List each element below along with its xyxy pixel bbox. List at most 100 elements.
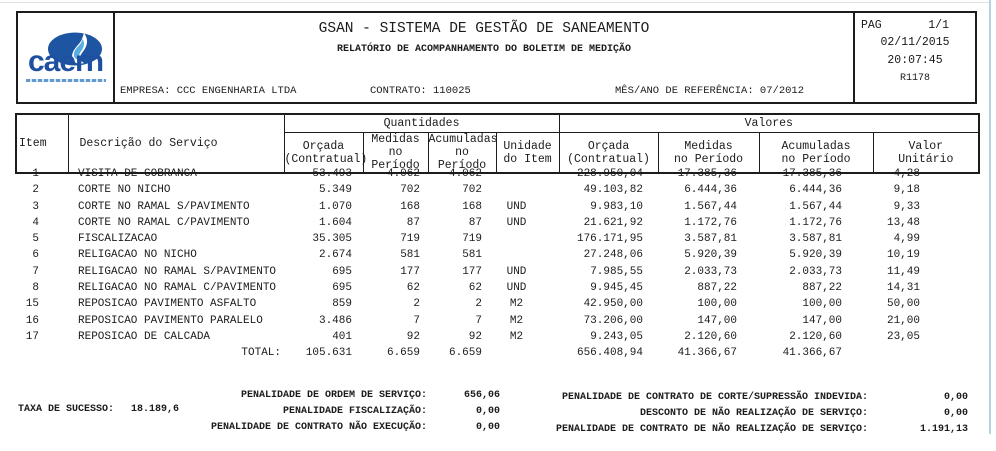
report-code: R1178 bbox=[899, 73, 930, 84]
pag-label: PAG bbox=[861, 19, 882, 32]
top-edge-line bbox=[0, 2, 990, 3]
cell: 17.385,36 bbox=[677, 168, 737, 180]
total-label: TOTAL: bbox=[241, 347, 281, 360]
cell: 695 bbox=[332, 282, 352, 295]
table-row: 8 RELIGACAO NO RAMAL C/PAVIMENTO 695 62 62 UN… bbox=[15, 280, 978, 296]
measurement-rows: 1 VISITA DE COBRANCA 53.493 4.062 4.062 228.9… bbox=[15, 166, 978, 345]
cell: 50,00 bbox=[886, 298, 920, 311]
cell: 42.950,00 bbox=[583, 298, 643, 311]
cell: 2 bbox=[413, 298, 420, 311]
penalty-label: PENALIDADE DE CONTRATO DE CORTE/SUPRESSÃ… bbox=[561, 392, 868, 403]
penalty-row: PENALIDADE DE ORDEM DE SERVIÇO: 656,06 bbox=[145, 388, 500, 404]
cell: CORTE NO RAMAL S/PAVIMENTO bbox=[78, 200, 250, 213]
cell: 581 bbox=[400, 249, 420, 262]
measurement-table-header: Item Descrição do Serviço Quantidades Va… bbox=[15, 113, 981, 174]
cell: 100,00 bbox=[697, 298, 737, 311]
cell: 1.604 bbox=[318, 216, 352, 229]
cell: UND bbox=[506, 265, 527, 278]
page-info-box: PAG 1/1 02/11/2015 20:07:45 R1178 bbox=[853, 13, 975, 102]
cell: 401 bbox=[332, 330, 352, 343]
cell: REPOSICAO DE CALCADA bbox=[78, 330, 211, 343]
cell: 23,05 bbox=[886, 330, 920, 343]
report-time: 20:07:45 bbox=[887, 54, 943, 67]
cell: 177 bbox=[462, 265, 482, 278]
cell: 16 bbox=[25, 314, 39, 327]
cell bbox=[15, 345, 67, 361]
cell: 168 bbox=[400, 200, 420, 213]
cell: 62 bbox=[468, 282, 482, 295]
cell bbox=[495, 182, 558, 198]
table-row: 5 FISCALIZACAO 35.305 719 719 176.171,95 3.587… bbox=[15, 231, 978, 247]
cell: 859 bbox=[332, 298, 352, 311]
cell: 1.567,44 bbox=[684, 200, 737, 213]
cell: 49.103,82 bbox=[583, 184, 643, 197]
cell: 6.444,36 bbox=[684, 184, 737, 197]
penalty-value: 0,00 bbox=[475, 422, 500, 433]
cell: 4 bbox=[32, 216, 39, 229]
col-header-q-orcada: Orçada (Contratual) bbox=[283, 132, 367, 174]
cell: 2.674 bbox=[318, 249, 352, 262]
table-row: 3 CORTE NO RAMAL S/PAVIMENTO 1.070 168 168 UN… bbox=[15, 199, 978, 215]
cell: 1.172,76 bbox=[684, 216, 737, 229]
penalties-right-block: PENALIDADE DE CONTRATO DE CORTE/SUPRESSÃ… bbox=[520, 390, 968, 438]
col-header-v-acumuladas: Acumuladas no Período bbox=[758, 132, 874, 174]
penalty-label: PENALIDADE DE CONTRATO NÃO EXECUÇÃO: bbox=[210, 422, 427, 433]
cell: 719 bbox=[462, 233, 482, 246]
cell: 13,48 bbox=[886, 216, 920, 229]
col-header-q-medidas: Medidas no Período bbox=[362, 132, 429, 174]
cell: RELIGACAO NO RAMAL S/PAVIMENTO bbox=[78, 265, 277, 278]
cell: M2 bbox=[509, 314, 524, 327]
cell: UND bbox=[506, 282, 527, 295]
header-center: GSAN - SISTEMA DE GESTÃO DE SANEAMENTO R… bbox=[115, 13, 853, 102]
taxa-value: 18.189,6 bbox=[131, 404, 180, 415]
table-row: 1 VISITA DE COBRANCA 53.493 4.062 4.062 228.9… bbox=[15, 166, 978, 182]
report-header-box: caern GSAN - SISTEMA DE GESTÃO DE SANEAM… bbox=[16, 11, 977, 104]
cell: 100,00 bbox=[802, 298, 842, 311]
cell: 9.945,45 bbox=[590, 282, 643, 295]
cell: UND bbox=[506, 216, 527, 229]
referencia-field: MÊS/ANO DE REFERÊNCIA: 07/2012 bbox=[615, 85, 805, 97]
cell: 5 bbox=[32, 233, 39, 246]
cell: 5.920,39 bbox=[684, 249, 737, 262]
report-subtitle: RELATÓRIO DE ACOMPANHAMENTO DO BOLETIM D… bbox=[336, 44, 632, 55]
penalties-left-block: PENALIDADE DE ORDEM DE SERVIÇO: 656,06 P… bbox=[145, 388, 500, 436]
cell: 15 bbox=[25, 298, 39, 311]
cell: 4.062 bbox=[386, 168, 420, 180]
cell: 17 bbox=[25, 330, 39, 343]
cell: REPOSICAO PAVIMENTO PARALELO bbox=[78, 314, 263, 327]
logo-tagline bbox=[26, 79, 106, 82]
cell: 228.950,04 bbox=[576, 168, 643, 180]
cell bbox=[495, 345, 558, 361]
penalty-row: PENALIDADE DE CONTRATO DE CORTE/SUPRESSÃ… bbox=[520, 390, 968, 406]
cell: 92 bbox=[468, 330, 482, 343]
cell: 6.444,36 bbox=[789, 184, 842, 197]
cell: 21.621,92 bbox=[583, 216, 643, 229]
cell: 1.567,44 bbox=[789, 200, 842, 213]
total-v-medidas: 41.366,67 bbox=[677, 347, 737, 360]
cell: UND bbox=[506, 200, 527, 213]
cell: VISITA DE COBRANCA bbox=[78, 168, 197, 180]
cell: 9,33 bbox=[893, 200, 920, 213]
cell: 7 bbox=[32, 265, 39, 278]
cell: 62 bbox=[406, 282, 420, 295]
total-q-acumuladas: 6.659 bbox=[448, 347, 482, 360]
cell: 87 bbox=[468, 216, 482, 229]
penalty-row: PENALIDADE FISCALIZAÇÃO: 0,00 bbox=[145, 404, 500, 420]
cell: M2 bbox=[509, 298, 524, 311]
penalty-value: 1.191,13 bbox=[919, 424, 968, 435]
col-header-item: Item bbox=[15, 113, 69, 174]
col-header-v-unitario: Valor Unitário bbox=[872, 132, 980, 174]
cell: 3.587,81 bbox=[789, 233, 842, 246]
cell: 4.062 bbox=[448, 168, 482, 180]
cell: 2 bbox=[475, 298, 482, 311]
caern-logo: caern bbox=[18, 13, 115, 102]
cell: 7 bbox=[475, 314, 482, 327]
cell: 1.172,76 bbox=[789, 216, 842, 229]
cell bbox=[872, 345, 978, 361]
total-v-orcada: 656.408,94 bbox=[576, 347, 643, 360]
report-date: 02/11/2015 bbox=[880, 36, 950, 49]
cell: 7 bbox=[413, 314, 420, 327]
penalty-label: DESCONTO DE NÃO REALIZAÇÃO DE SERVIÇO: bbox=[639, 408, 868, 419]
group-header-valores: Valores bbox=[558, 113, 980, 133]
penalty-value: 0,00 bbox=[943, 392, 968, 403]
